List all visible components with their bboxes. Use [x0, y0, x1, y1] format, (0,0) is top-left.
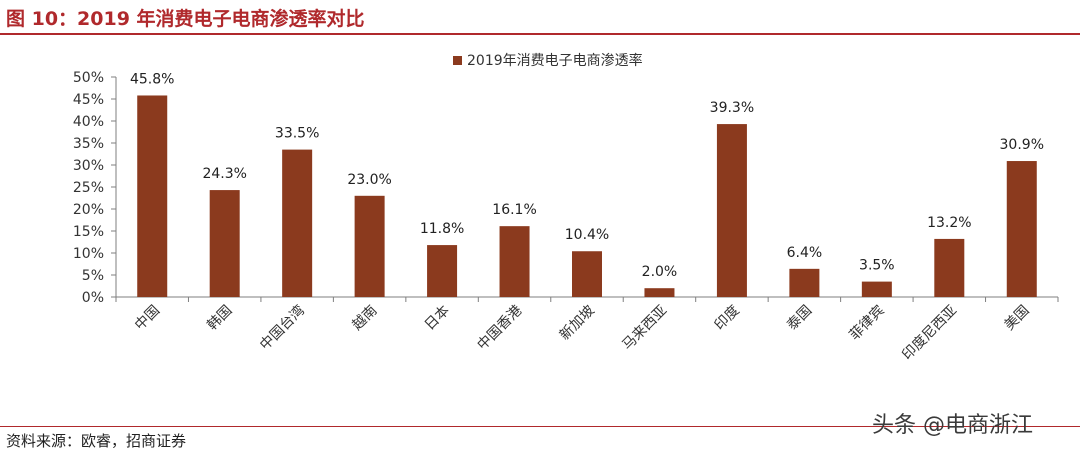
bar	[572, 251, 602, 297]
data-label: 2.0%	[642, 264, 678, 280]
y-tick-label: 30%	[73, 158, 104, 174]
x-tick-label: 中国香港	[474, 303, 525, 354]
title-bar: 图 10：2019 年消费电子电商渗透率对比	[0, 0, 1080, 35]
bar	[499, 226, 530, 297]
x-tick-label: 日本	[422, 303, 453, 334]
x-tick-label: 印度	[712, 303, 743, 334]
x-tick-label: 韩国	[204, 303, 235, 334]
bar	[1006, 161, 1037, 297]
bar	[137, 95, 168, 297]
y-tick-label: 25%	[73, 180, 104, 196]
data-label: 3.5%	[859, 258, 895, 274]
y-tick-label: 35%	[73, 136, 104, 152]
x-tick-label: 新加坡	[557, 303, 598, 344]
source-note: 资料来源：欧睿，招商证券	[6, 432, 187, 450]
bar	[427, 245, 458, 297]
data-label: 33.5%	[275, 126, 319, 142]
legend-swatch	[453, 56, 462, 65]
y-tick-label: 40%	[73, 114, 104, 130]
x-tick-label: 中国台湾	[256, 302, 308, 354]
bar	[209, 190, 240, 297]
bar-chart: 2019年消费电子电商渗透率 0% 5% 10% 15% 20% 25% 30% 35% 40% 4…	[73, 52, 1059, 364]
data-label: 6.4%	[787, 245, 823, 261]
y-tick-label: 0%	[82, 290, 104, 306]
data-label: 16.1%	[492, 202, 536, 218]
data-label: 10.4%	[565, 227, 609, 243]
y-tick-label: 45%	[73, 92, 104, 108]
data-label: 45.8%	[130, 71, 174, 87]
data-label: 39.3%	[710, 100, 754, 116]
x-tick-label: 印度尼西亚	[899, 303, 960, 364]
bar	[282, 149, 313, 297]
legend-label: 2019年消费电子电商渗透率	[467, 52, 643, 69]
title-rule	[0, 33, 1080, 35]
data-label: 24.3%	[202, 166, 246, 182]
footer-rule	[0, 426, 1080, 427]
bar	[716, 124, 747, 297]
data-label: 13.2%	[927, 215, 971, 231]
y-tick-label: 5%	[82, 268, 104, 284]
x-tick-label: 越南	[349, 303, 380, 334]
x-tick-label: 泰国	[784, 303, 815, 334]
bar	[354, 195, 385, 297]
x-tick-label: 美国	[1001, 303, 1032, 334]
x-tick-label: 马来西亚	[619, 303, 670, 354]
bar	[789, 268, 820, 297]
bar	[644, 288, 675, 297]
y-tick-label: 15%	[73, 224, 104, 240]
data-label: 30.9%	[1000, 137, 1044, 153]
bar	[861, 281, 892, 297]
y-tick-label: 20%	[73, 202, 104, 218]
data-label: 23.0%	[347, 172, 391, 188]
page-title: 图 10：2019 年消费电子电商渗透率对比	[6, 8, 365, 30]
x-tick-label: 菲律宾	[847, 303, 888, 344]
y-tick-label: 10%	[73, 246, 104, 262]
x-tick-label: 中国	[132, 303, 163, 334]
watermark: 头条 @电商浙江	[872, 413, 1033, 438]
y-tick-label: 50%	[73, 70, 104, 86]
bar	[934, 238, 965, 297]
data-label: 11.8%	[420, 221, 464, 237]
